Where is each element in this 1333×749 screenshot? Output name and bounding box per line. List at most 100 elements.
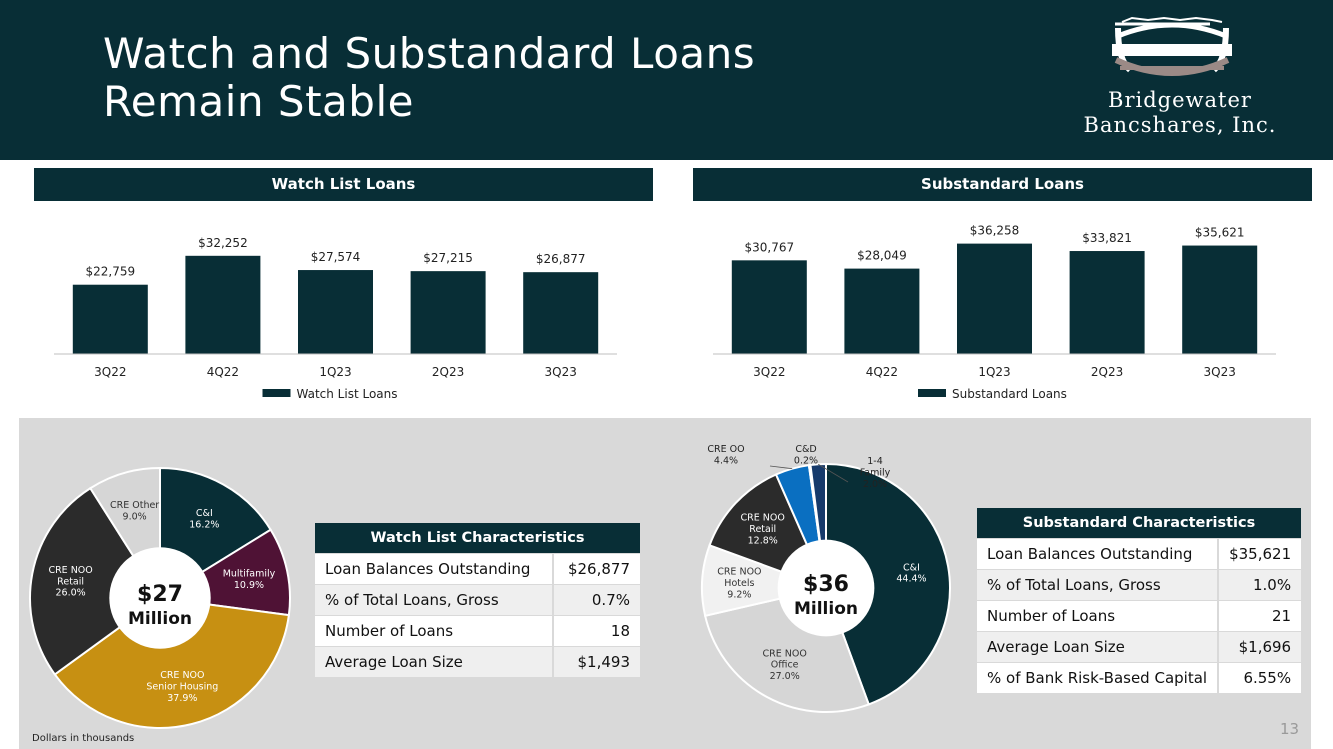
table-row: % of Bank Risk-Based Capital 6.55% bbox=[977, 662, 1302, 693]
row-value: $1,696 bbox=[1217, 631, 1302, 663]
table-row: Number of Loans 18 bbox=[315, 615, 640, 647]
header-banner: Watch and Substandard Loans Remain Stabl… bbox=[0, 0, 1333, 160]
watch-slice-label: CRE NOO Senior Housing 37.9% bbox=[146, 670, 218, 704]
sub-pie-center-amount: $36 bbox=[803, 572, 849, 597]
watch-slice bbox=[29, 486, 162, 676]
sub-leader-line bbox=[769, 465, 793, 470]
page-title: Watch and Substandard Loans Remain Stabl… bbox=[103, 30, 755, 126]
sub-bar bbox=[731, 260, 807, 354]
row-value: $35,621 bbox=[1217, 538, 1302, 570]
sub-slice-label: C&D 0.2% bbox=[794, 444, 818, 466]
watch-bar bbox=[410, 271, 486, 354]
table-row: % of Total Loans, Gross 0.7% bbox=[315, 584, 640, 616]
sub-legend-label: Substandard Loans bbox=[952, 387, 1067, 401]
table-row: Average Loan Size $1,493 bbox=[315, 646, 640, 677]
sub-slice-label: CRE OO 4.4% bbox=[707, 444, 744, 466]
substandard-composition-pie: C&I 44.4% CRE NOO Office 27.0% CRE NOO Hotels 9… bbox=[701, 444, 951, 713]
watch-list-bar-chart: $22,759 3Q22 $32,252 4Q22 $27,574 1Q23 $27,215… bbox=[54, 236, 617, 401]
sub-x-tick-label: 4Q22 bbox=[866, 365, 898, 379]
row-label: % of Total Loans, Gross bbox=[977, 569, 1219, 601]
sub-slice-label: CRE NOO Hotels 9.2% bbox=[717, 567, 761, 601]
watch-list-composition-pie: C&I 16.2% Multifamily 10.9% CRE NOO Senior Ho… bbox=[29, 466, 291, 729]
watch-x-tick-label: 4Q22 bbox=[207, 365, 239, 379]
sub-x-tick-label: 1Q23 bbox=[978, 365, 1010, 379]
watch-x-tick-label: 1Q23 bbox=[319, 365, 351, 379]
watch-characteristics-table: Loan Balances Outstanding $26,877 % of T… bbox=[315, 553, 640, 677]
row-value: 21 bbox=[1217, 600, 1302, 632]
row-value: $1,493 bbox=[551, 646, 640, 677]
logo-text-line-1: Bridgewater bbox=[1108, 88, 1252, 112]
sub-bar-value-label: $36,258 bbox=[970, 224, 1020, 238]
sub-x-tick-label: 3Q22 bbox=[753, 365, 785, 379]
sub-legend-swatch bbox=[918, 389, 946, 397]
row-label: Loan Balances Outstanding bbox=[977, 538, 1219, 570]
row-label: Loan Balances Outstanding bbox=[315, 553, 553, 585]
watch-pie-center-amount: $27 bbox=[137, 582, 183, 607]
substandard-bar-chart: $30,767 3Q22 $28,049 4Q22 $36,258 1Q23 $33,821… bbox=[713, 224, 1276, 401]
row-label: % of Bank Risk-Based Capital bbox=[977, 662, 1219, 693]
company-logo: Bridgewater Bancshares, Inc. bbox=[1060, 16, 1300, 146]
substandard-characteristics-title: Substandard Characteristics bbox=[977, 508, 1301, 538]
sub-pie-hole bbox=[777, 539, 875, 637]
watch-slice-label: Multifamily 10.9% bbox=[223, 568, 276, 590]
watch-bar-value-label: $26,877 bbox=[536, 252, 586, 266]
sub-leader-line bbox=[818, 463, 849, 483]
row-label: Number of Loans bbox=[315, 615, 553, 647]
page-title-line-1: Watch and Substandard Loans bbox=[103, 29, 756, 78]
sub-slice-label: CRE NOO Office 27.0% bbox=[762, 648, 806, 682]
watch-characteristics-title: Watch List Characteristics bbox=[315, 523, 640, 553]
table-row: Loan Balances Outstanding $26,877 bbox=[315, 553, 640, 585]
watch-bar-value-label: $22,759 bbox=[85, 265, 135, 279]
watch-x-tick-label: 2Q23 bbox=[432, 365, 464, 379]
sub-slice bbox=[825, 462, 951, 706]
row-value: 6.55% bbox=[1217, 662, 1302, 693]
row-value: 0.7% bbox=[551, 584, 640, 616]
sub-bar bbox=[844, 268, 920, 354]
page-number: 13 bbox=[1280, 720, 1300, 738]
sub-bar-value-label: $35,621 bbox=[1195, 226, 1245, 240]
sub-x-tick-label: 3Q23 bbox=[1204, 365, 1236, 379]
bridge-logo-icon bbox=[1112, 16, 1232, 76]
watch-legend-label: Watch List Loans bbox=[297, 387, 398, 401]
watch-bar bbox=[523, 272, 599, 354]
table-row: % of Total Loans, Gross 1.0% bbox=[977, 569, 1302, 601]
watch-pie-center-unit: Million bbox=[128, 609, 192, 629]
sub-bar-value-label: $33,821 bbox=[1082, 231, 1132, 245]
row-label: Average Loan Size bbox=[977, 631, 1219, 663]
row-value: 18 bbox=[551, 615, 640, 647]
watch-list-chart-title: Watch List Loans bbox=[34, 168, 653, 201]
watch-bar bbox=[298, 270, 373, 354]
sub-bar bbox=[957, 243, 1032, 354]
watch-slice bbox=[53, 596, 290, 729]
page-title-line-2: Remain Stable bbox=[103, 77, 414, 126]
watch-bar bbox=[185, 255, 261, 354]
row-value: $26,877 bbox=[551, 553, 640, 585]
watch-bar bbox=[72, 284, 148, 354]
sub-slice-label: 1-4 Family 2.0% bbox=[860, 456, 891, 490]
row-label: Number of Loans bbox=[977, 600, 1219, 632]
sub-x-tick-label: 2Q23 bbox=[1091, 365, 1123, 379]
watch-bar-value-label: $27,574 bbox=[311, 250, 361, 264]
units-note: Dollars in thousands bbox=[32, 733, 135, 744]
watch-slice-label: CRE Other 9.0% bbox=[110, 500, 159, 522]
sub-bar-value-label: $28,049 bbox=[857, 249, 907, 263]
sub-bar bbox=[1182, 245, 1258, 354]
table-row: Number of Loans 21 bbox=[977, 600, 1302, 632]
logo-text-line-2: Bancshares, Inc. bbox=[1083, 113, 1277, 137]
watch-legend-swatch bbox=[262, 389, 291, 397]
sub-bar bbox=[1069, 251, 1145, 354]
row-label: % of Total Loans, Gross bbox=[315, 584, 553, 616]
watch-slice-label: CRE NOO Retail 26.0% bbox=[48, 565, 92, 599]
watch-x-tick-label: 3Q23 bbox=[545, 365, 577, 379]
watch-bar-value-label: $27,215 bbox=[423, 251, 473, 265]
row-value: 1.0% bbox=[1217, 569, 1302, 601]
sub-bar-value-label: $30,767 bbox=[744, 240, 794, 254]
watch-slice-label: C&I 16.2% bbox=[189, 508, 219, 530]
row-label: Average Loan Size bbox=[315, 646, 553, 677]
watch-pie-hole bbox=[109, 547, 211, 649]
substandard-characteristics-table: Loan Balances Outstanding $35,621 % of T… bbox=[977, 538, 1302, 693]
substandard-chart-title: Substandard Loans bbox=[693, 168, 1312, 201]
watch-x-tick-label: 3Q22 bbox=[94, 365, 126, 379]
sub-slice-label: CRE NOO Retail 12.8% bbox=[741, 513, 785, 547]
table-row: Average Loan Size $1,696 bbox=[977, 631, 1302, 663]
